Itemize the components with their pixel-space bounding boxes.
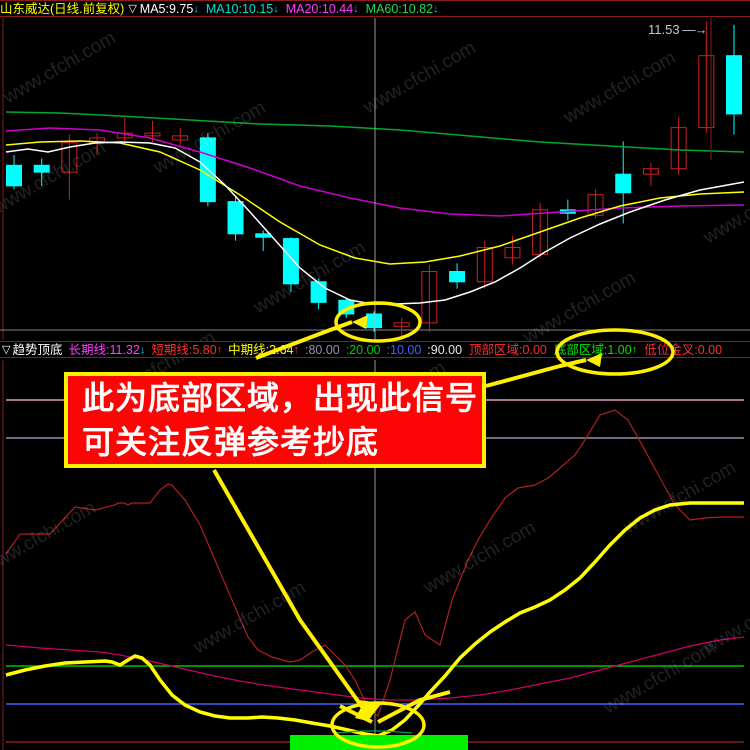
ma-label-2: MA20: <box>285 2 322 16</box>
last-price-callout: 11.53 ––→ <box>648 22 708 37</box>
dashed-arrow-icon: ––→ <box>679 22 707 37</box>
price-panel-header[interactable]: 山东威达(日线.前复权) ▽ MA5: 9.75↓ MA10: 10.15↓ MA2… <box>0 0 750 17</box>
arrowhead-bottom-bar <box>358 700 382 718</box>
ind-label-0: 长期线: <box>68 343 110 357</box>
annotation-callout-box: 此为底部区域，出现此信号 可关注反弹参考抄底 <box>64 372 486 468</box>
bottom-zone-signal-bar <box>290 735 468 750</box>
candlestick-bullish <box>587 194 604 216</box>
candlestick-bullish <box>172 135 189 141</box>
signal-label-2: 低位金叉: <box>644 343 698 357</box>
ma-line <box>335 730 413 734</box>
ma-line <box>5 140 745 265</box>
candlestick-bullish <box>670 127 687 170</box>
candlestick-bearish <box>282 238 299 285</box>
candlestick-bearish <box>615 173 632 194</box>
ind-arrow-1: ↑ <box>216 344 223 356</box>
ind-label-1: 短期线: <box>151 343 193 357</box>
signal-value-0: 0.00 <box>522 343 547 357</box>
level-label-0: :80.00 <box>304 343 340 357</box>
arrowhead-header-signal <box>586 353 602 367</box>
ma-line <box>5 636 745 701</box>
level-label-1: :20.00 <box>345 343 381 357</box>
arrowhead-price-chart <box>352 315 368 329</box>
candlestick-bullish <box>393 322 410 327</box>
ind-arrow-2: ↑ <box>293 344 299 356</box>
highlight-ellipse-header-signal <box>555 328 675 376</box>
ma-line <box>5 501 744 738</box>
ma-line <box>5 141 745 305</box>
ma-label-1: MA10: <box>205 2 242 16</box>
candlestick-bearish <box>33 164 50 173</box>
candlestick-bullish <box>698 55 715 129</box>
signal-arrow-1: ↑ <box>631 344 638 356</box>
candlestick-bearish <box>726 55 742 115</box>
ma-value-2: 10.44 <box>321 2 354 16</box>
last-price-value: 11.53 <box>648 22 680 37</box>
ind-value-1: 5.80 <box>192 343 217 357</box>
candlestick-bearish <box>449 270 466 283</box>
ma-label-0: MA5: <box>139 2 169 16</box>
candlestick-bearish <box>6 164 22 187</box>
annotation-line-1: 此为底部区域，出现此信号 <box>82 379 479 417</box>
ma-value-3: 10.82 <box>401 2 434 16</box>
ma-label-3: MA60: <box>365 2 402 16</box>
candlestick-bullish <box>504 247 521 259</box>
highlight-arrow-bottom-tail <box>377 690 451 724</box>
indicator-chevron-icon: ▽ <box>2 344 11 356</box>
signal-label-1: 底部区域: <box>553 343 608 357</box>
candlestick-bullish <box>61 142 78 173</box>
ind-arrow-0: ↓ <box>139 344 146 356</box>
ma-arrow-3: ↓ <box>433 3 439 15</box>
symbol-name-label: 山东威达(日线.前复权) <box>0 2 125 16</box>
indicator-title-label: 趋势顶底 <box>12 343 63 357</box>
candlestick-bullish <box>642 168 659 175</box>
ma-line <box>5 127 745 217</box>
ma-value-0: 9.75 <box>168 2 194 16</box>
level-label-2: :10.00 <box>386 343 422 357</box>
ind-value-0: 11.32 <box>109 343 140 357</box>
ma-arrow-2: ↓ <box>353 3 359 15</box>
annotation-line-2: 可关注反弹参考抄底 <box>82 423 380 461</box>
candlestick-bullish <box>144 132 161 137</box>
ma-line <box>5 111 745 153</box>
highlight-arrow-bottom-bar <box>212 469 372 720</box>
ma-arrow-1: ↓ <box>273 3 279 15</box>
candlestick-bearish <box>227 201 244 235</box>
candlestick-bullish <box>421 270 438 324</box>
signal-value-1: 1.00 <box>607 343 632 357</box>
highlight-arrow-header-signal <box>485 358 587 388</box>
highlight-arrow-price-chart <box>255 320 353 360</box>
level-label-3: :90.00 <box>427 343 463 357</box>
chevron-down-icon: ▽ <box>128 3 137 15</box>
ma-arrow-0: ↓ <box>193 3 199 15</box>
candlestick-bullish <box>476 247 493 283</box>
ma-value-1: 10.15 <box>241 2 274 16</box>
candlestick-bearish <box>310 281 327 303</box>
ind-label-2: 中期线: <box>228 343 270 357</box>
signal-value-2: 0.00 <box>697 343 723 357</box>
highlight-ellipse-price-chart <box>334 301 422 343</box>
signal-label-0: 顶部区域: <box>469 343 523 357</box>
arrowhead-bottom-secondary <box>355 706 372 722</box>
ma-line <box>5 409 744 717</box>
